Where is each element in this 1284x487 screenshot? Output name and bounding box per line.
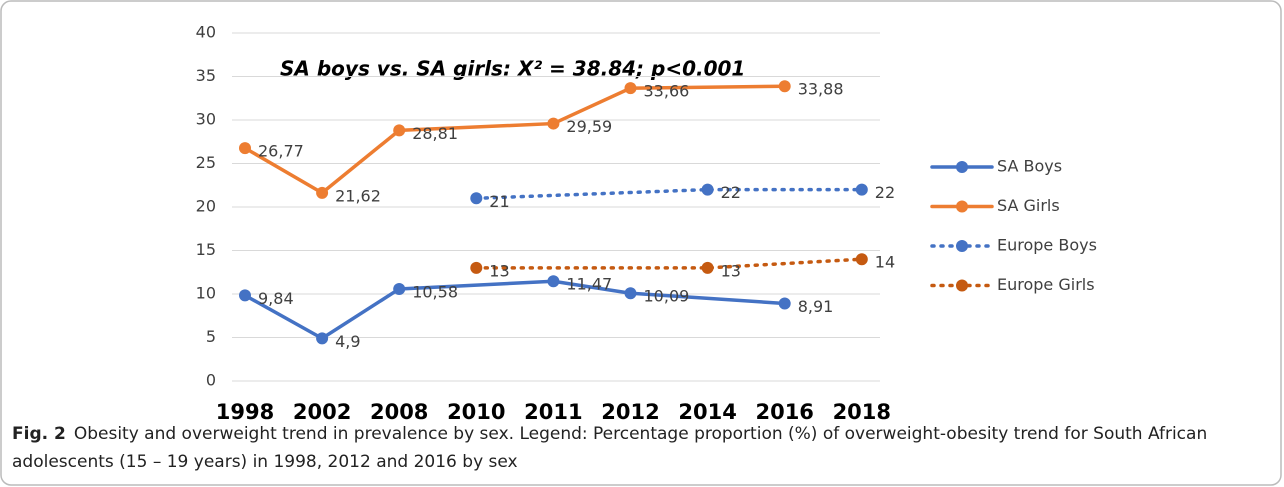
data-point — [316, 332, 329, 345]
x-tick-label: 2008 — [370, 400, 428, 424]
y-tick-label: 40 — [196, 23, 216, 42]
series-line — [243, 84, 787, 196]
x-tick-label: 2011 — [524, 400, 582, 424]
legend-marker — [956, 161, 968, 173]
series-line — [474, 257, 864, 270]
data-label: 10,58 — [412, 282, 458, 301]
legend-marker — [956, 240, 968, 252]
data-label: 9,84 — [258, 289, 294, 308]
legend-label: SA Boys — [997, 157, 1062, 176]
data-point — [701, 261, 714, 274]
data-label: 33,88 — [798, 80, 844, 99]
y-tick-label: 25 — [196, 153, 216, 172]
caption: Fig. 2 Obesity and overweight trend in pr… — [12, 420, 1262, 476]
data-label: 21,62 — [335, 186, 381, 205]
legend-label: Europe Boys — [997, 236, 1097, 255]
y-tick-label: 35 — [196, 66, 216, 85]
data-point — [701, 183, 714, 196]
y-tick-label: 15 — [196, 240, 216, 259]
data-point — [470, 261, 483, 274]
x-tick-label: 2016 — [755, 400, 813, 424]
data-point — [239, 142, 251, 155]
data-point — [624, 287, 637, 300]
data-point — [624, 82, 637, 95]
y-tick-label: 5 — [206, 327, 216, 346]
data-label: 22 — [875, 183, 895, 202]
data-label: 8,91 — [798, 297, 834, 316]
x-tick-label: 1998 — [216, 400, 274, 424]
data-point — [393, 124, 406, 137]
x-tick-label: 2018 — [833, 400, 891, 424]
data-point — [855, 183, 868, 196]
data-label: 26,77 — [258, 142, 304, 161]
data-label: 28,81 — [412, 124, 458, 143]
data-label: 29,59 — [566, 117, 612, 136]
data-label: 10,09 — [644, 287, 690, 306]
data-point — [239, 289, 251, 302]
data-label: 22 — [721, 183, 741, 202]
caption-text: Obesity and overweight trend in prevalen… — [12, 424, 1208, 472]
data-label: 11,47 — [566, 275, 612, 294]
y-tick-label: 0 — [206, 371, 216, 390]
data-point — [778, 80, 791, 93]
data-point — [547, 275, 560, 288]
data-point — [778, 297, 791, 310]
series-line — [243, 279, 787, 341]
legend-marker — [956, 200, 968, 213]
data-label: 13 — [721, 261, 741, 280]
legend-marker — [956, 279, 968, 292]
legend-label: Europe Girls — [997, 275, 1095, 294]
caption-label: Fig. 2 — [12, 424, 66, 444]
x-tick-label: 2010 — [447, 400, 505, 424]
series-line — [474, 187, 864, 201]
data-label: 13 — [489, 261, 509, 280]
data-point — [470, 192, 483, 205]
data-point — [547, 117, 560, 130]
x-tick-label: 2012 — [601, 400, 659, 424]
x-tick-label: 2002 — [293, 400, 351, 424]
legend-label: SA Girls — [997, 196, 1060, 215]
y-tick-label: 10 — [196, 284, 216, 303]
data-label: 21 — [489, 192, 509, 211]
data-point — [393, 282, 406, 295]
y-tick-label: 20 — [196, 197, 216, 216]
data-label: 33,66 — [644, 82, 690, 101]
data-point — [855, 253, 868, 266]
data-label: 14 — [875, 253, 895, 272]
data-point — [316, 186, 329, 199]
x-tick-label: 2014 — [678, 400, 736, 424]
data-label: 4,9 — [335, 332, 360, 351]
y-tick-label: 30 — [196, 110, 216, 129]
